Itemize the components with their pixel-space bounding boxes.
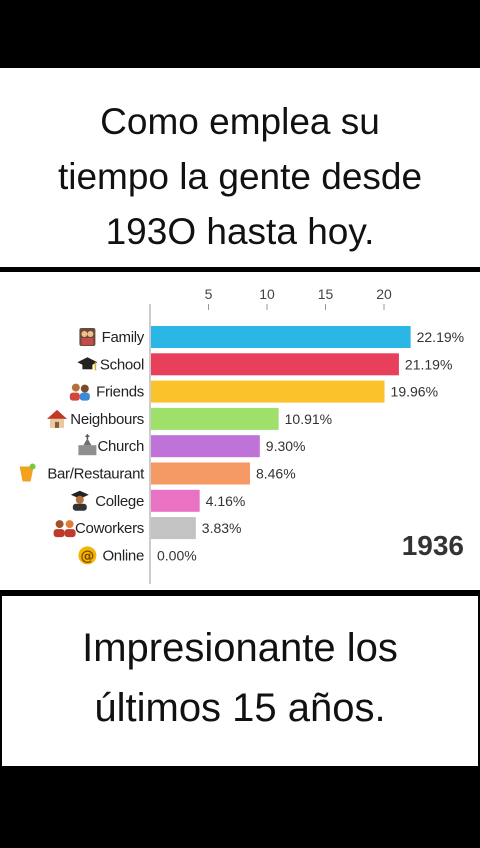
category-label: Online: [102, 547, 144, 564]
bar-friends: [151, 380, 385, 403]
top-caption: Como emplea su tiempo la gente desde 193…: [0, 94, 480, 259]
value-label: 8.46%: [256, 466, 296, 482]
bar-college: [151, 489, 200, 512]
x-tick-label: 5: [205, 286, 213, 302]
svg-text:@: @: [80, 548, 94, 564]
value-label: 19.96%: [391, 384, 438, 400]
chart-panel: 5 10 15 20 22.19% Family 21.19% School 19.96% Fri…: [0, 272, 480, 590]
at-sign-icon: @: [78, 546, 97, 565]
bottom-caption-line-1: Impresionante los: [82, 626, 398, 670]
x-tick-label: 20: [376, 286, 392, 302]
value-label: 10.91%: [285, 411, 332, 427]
value-label: 21.19%: [405, 356, 452, 372]
category-label: Bar/Restaurant: [47, 466, 145, 483]
bottom-caption-line-2: últimos 15 años.: [94, 686, 386, 730]
value-label: 22.19%: [417, 329, 464, 345]
family-icon: [79, 328, 96, 346]
value-label: 3.83%: [202, 520, 242, 536]
bar-church: [151, 435, 260, 458]
category-label: College: [95, 493, 144, 510]
top-caption-line-2: tiempo la gente desde: [57, 156, 423, 197]
graduation-cap-icon: [77, 357, 98, 371]
category-label: School: [100, 356, 144, 373]
coworkers-icon: [53, 520, 76, 538]
bottom-caption-panel: Impresionante los últimos 15 años.: [0, 594, 480, 768]
value-label: 0.00%: [157, 547, 197, 563]
top-caption-panel: Como emplea su tiempo la gente desde 193…: [0, 68, 480, 270]
value-label: 4.16%: [206, 493, 246, 509]
house-icon: [47, 409, 67, 428]
bar-bar-restaurant: [151, 462, 250, 485]
cocktail-icon: [19, 463, 36, 482]
friends-icon: [69, 383, 90, 401]
bar-family: [151, 326, 411, 348]
category-label: Friends: [96, 384, 144, 401]
bar-neighbours: [151, 407, 279, 430]
value-label: 9.30%: [266, 438, 306, 454]
category-label: Coworkers: [75, 520, 144, 537]
category-label: Church: [97, 438, 144, 455]
x-tick-label: 15: [318, 286, 334, 302]
category-label: Neighbours: [70, 411, 144, 428]
church-icon: [78, 434, 97, 456]
x-tick-label: 10: [259, 286, 275, 302]
bottom-caption: Impresionante los últimos 15 años.: [2, 618, 478, 738]
bar-school: [151, 353, 399, 376]
top-caption-line-3: 193O hasta hoy.: [105, 211, 375, 252]
year-label: 1936: [401, 530, 464, 561]
top-caption-line-1: Como emplea su: [100, 101, 380, 142]
bar-coworkers: [151, 517, 196, 540]
college-student-icon: [70, 490, 89, 511]
bar-chart: 5 10 15 20 22.19% Family 21.19% School 19.96% Fri…: [19, 286, 464, 584]
category-label: Family: [102, 329, 145, 346]
